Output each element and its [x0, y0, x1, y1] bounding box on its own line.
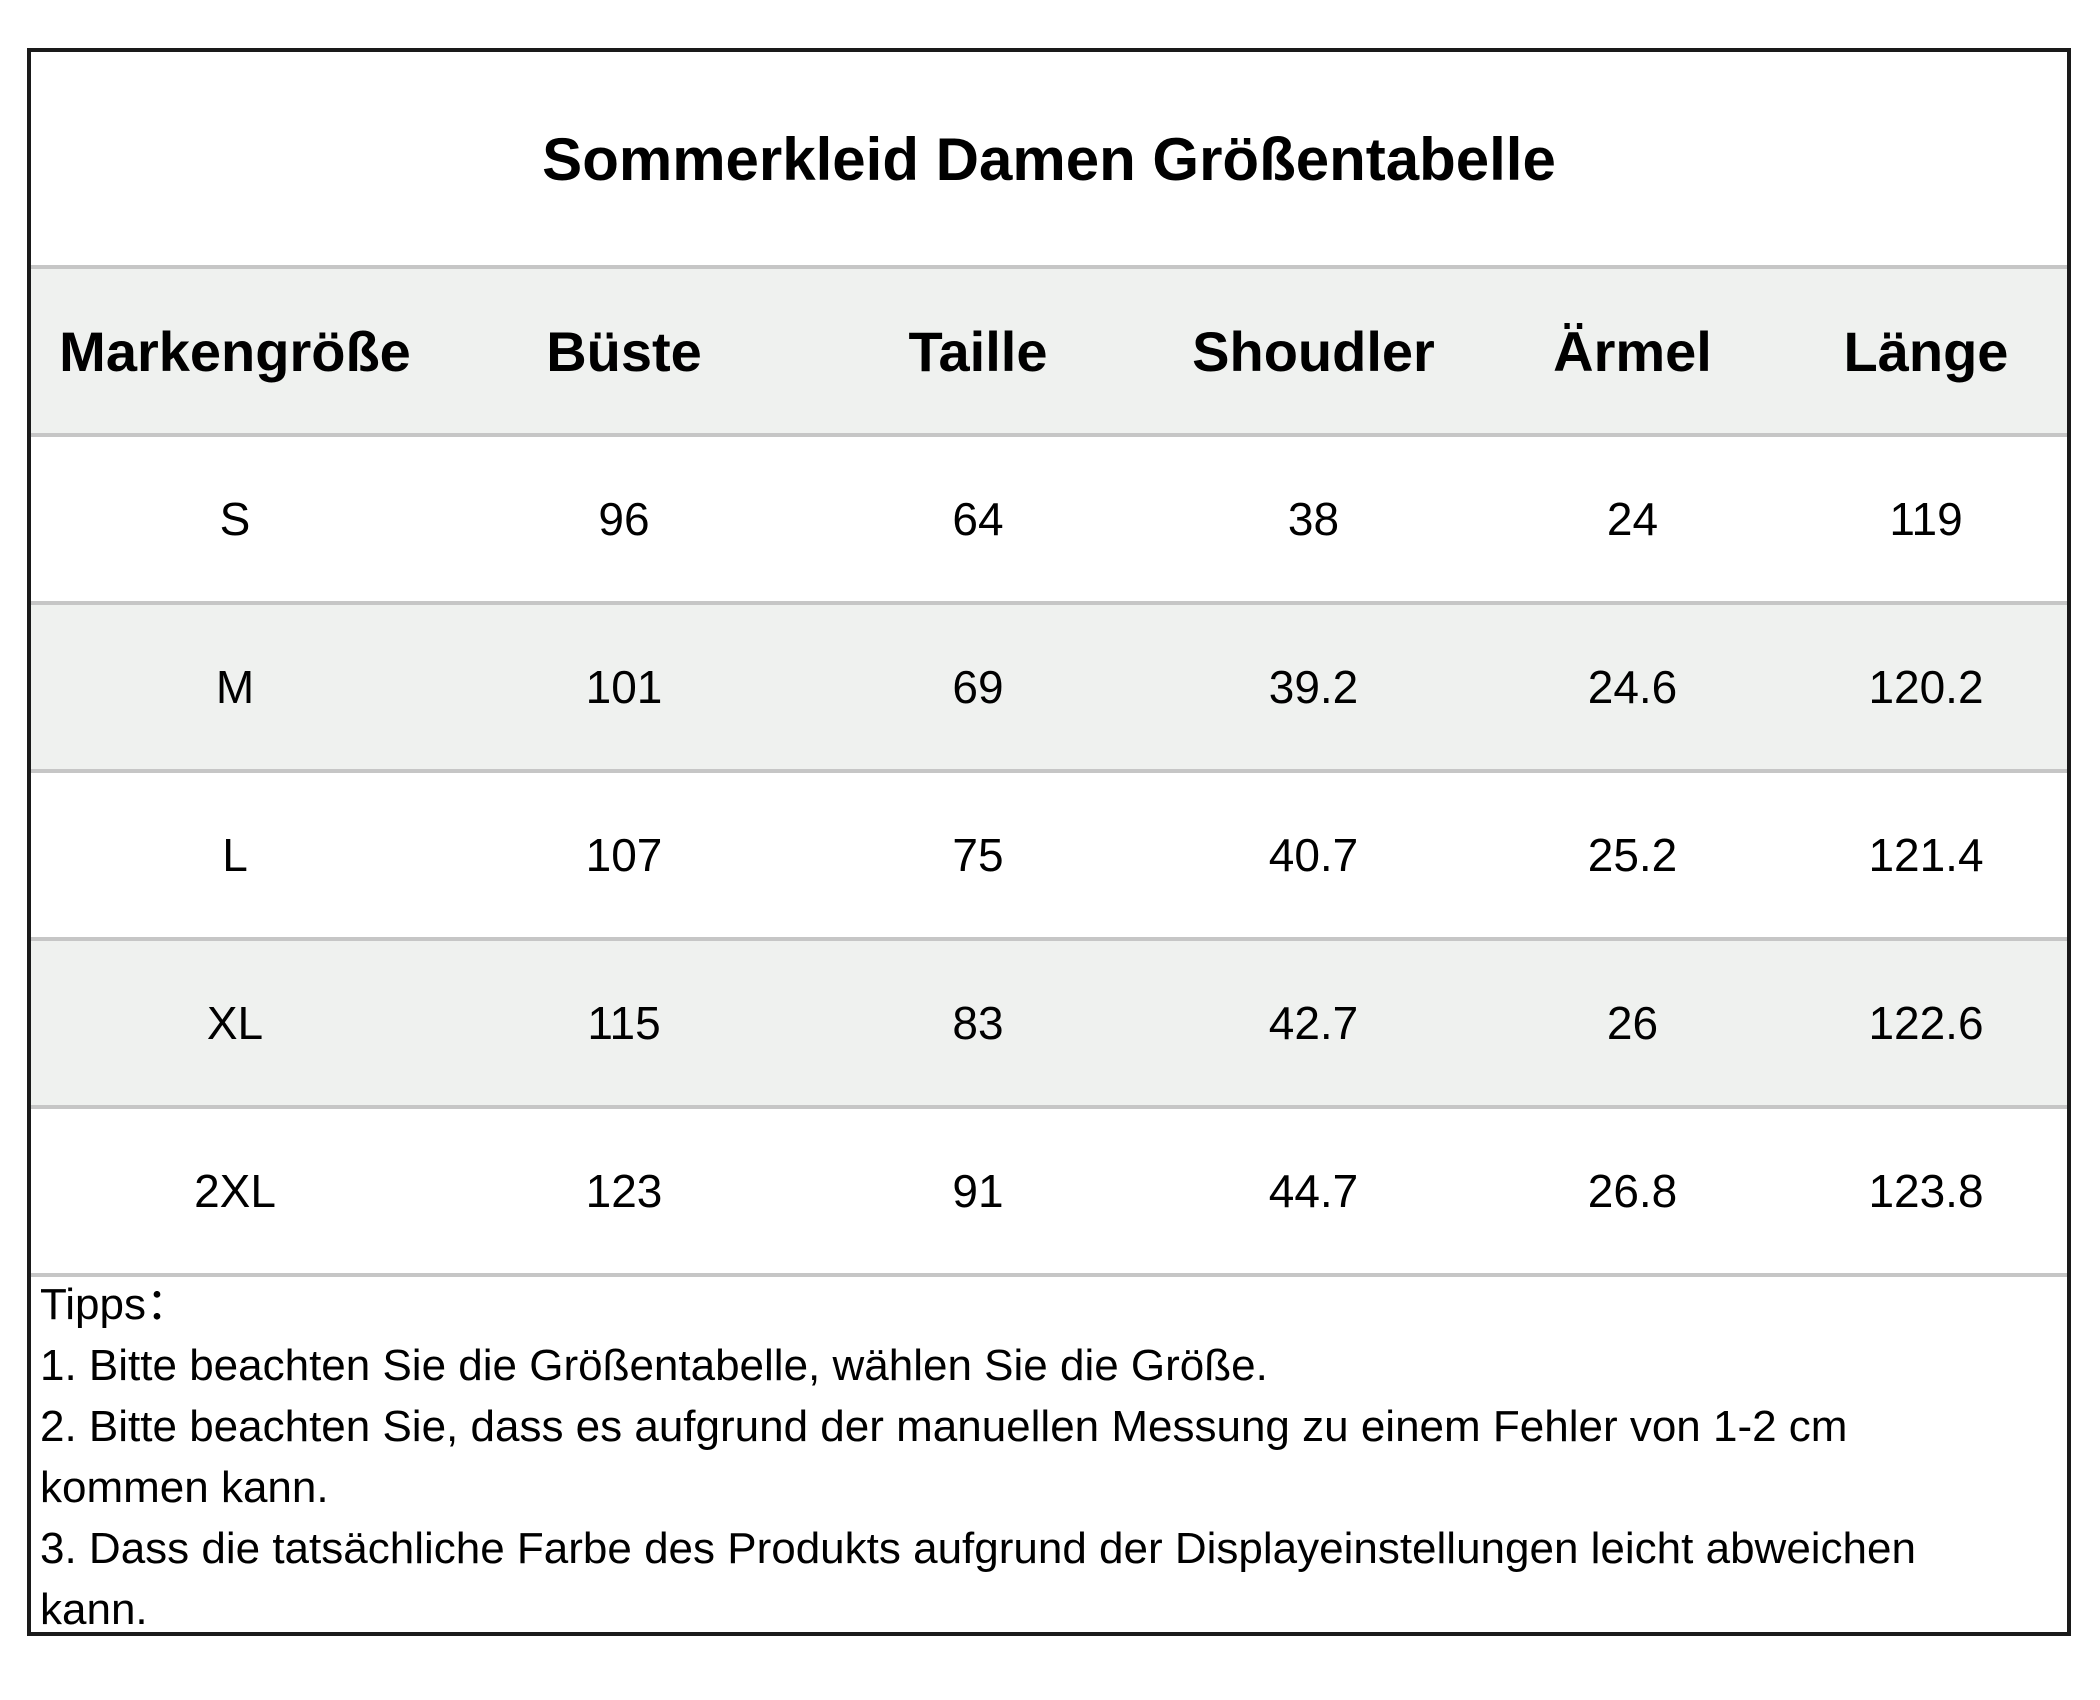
table-cell: 44.7: [1147, 1105, 1480, 1277]
column-header-brand-size: Markengröße: [31, 265, 439, 435]
tips-heading: Tipps：: [40, 1280, 190, 1329]
table-cell: 75: [809, 769, 1147, 939]
table-cell: 83: [809, 937, 1147, 1107]
table-row: 2XL 123 91 44.7 26.8 123.8: [31, 1105, 2067, 1277]
tip-item: 1. Bitte beachten Sie die Größentabelle,…: [40, 1341, 1268, 1390]
column-header-waist: Taille: [809, 265, 1147, 435]
tip-item: 3. Dass die tatsächliche Farbe des Produ…: [40, 1524, 1916, 1634]
table-row: XL 115 83 42.7 26 122.6: [31, 937, 2067, 1107]
table-cell: XL: [31, 937, 439, 1107]
table-cell: 42.7: [1147, 937, 1480, 1107]
table-cell: 26: [1480, 937, 1785, 1107]
table-cell: 121.4: [1785, 769, 2067, 939]
table-cell: 120.2: [1785, 601, 2067, 771]
table-cell: 115: [439, 937, 809, 1107]
table-cell: 26.8: [1480, 1105, 1785, 1277]
column-header-length: Länge: [1785, 265, 2067, 435]
table-cell: 123: [439, 1105, 809, 1277]
table-cell: 101: [439, 601, 809, 771]
table-cell: 122.6: [1785, 937, 2067, 1107]
table-cell: 119: [1785, 433, 2067, 603]
table-cell: S: [31, 433, 439, 603]
column-header-shoulder: Shoudler: [1147, 265, 1480, 435]
table-cell: M: [31, 601, 439, 771]
table-cell: 40.7: [1147, 769, 1480, 939]
column-header-sleeve: Ärmel: [1480, 265, 1785, 435]
table-cell: 24.6: [1480, 601, 1785, 771]
table-cell: 91: [809, 1105, 1147, 1277]
table-cell: 96: [439, 433, 809, 603]
table-cell: 64: [809, 433, 1147, 603]
table-cell: 24: [1480, 433, 1785, 603]
table-cell: 123.8: [1785, 1105, 2067, 1277]
size-table: Markengröße Büste Taille Shoudler Ärmel …: [31, 265, 2067, 1277]
column-header-bust: Büste: [439, 265, 809, 435]
tips-section: Tipps： 1. Bitte beachten Sie die Größent…: [40, 1274, 2027, 1640]
table-row: M 101 69 39.2 24.6 120.2: [31, 601, 2067, 771]
table-cell: 69: [809, 601, 1147, 771]
tip-item: 2. Bitte beachten Sie, dass es aufgrund …: [40, 1402, 1848, 1512]
size-chart-frame: Sommerkleid Damen Größentabelle Markengr…: [27, 48, 2071, 1636]
table-cell: 39.2: [1147, 601, 1480, 771]
table-cell: 107: [439, 769, 809, 939]
table-cell: 25.2: [1480, 769, 1785, 939]
table-cell: 2XL: [31, 1105, 439, 1277]
table-cell: L: [31, 769, 439, 939]
page-title: Sommerkleid Damen Größentabelle: [542, 126, 1556, 193]
table-cell: 38: [1147, 433, 1480, 603]
table-row: L 107 75 40.7 25.2 121.4: [31, 769, 2067, 939]
table-row: S 96 64 38 24 119: [31, 433, 2067, 603]
table-header-row: Markengröße Büste Taille Shoudler Ärmel …: [31, 265, 2067, 435]
